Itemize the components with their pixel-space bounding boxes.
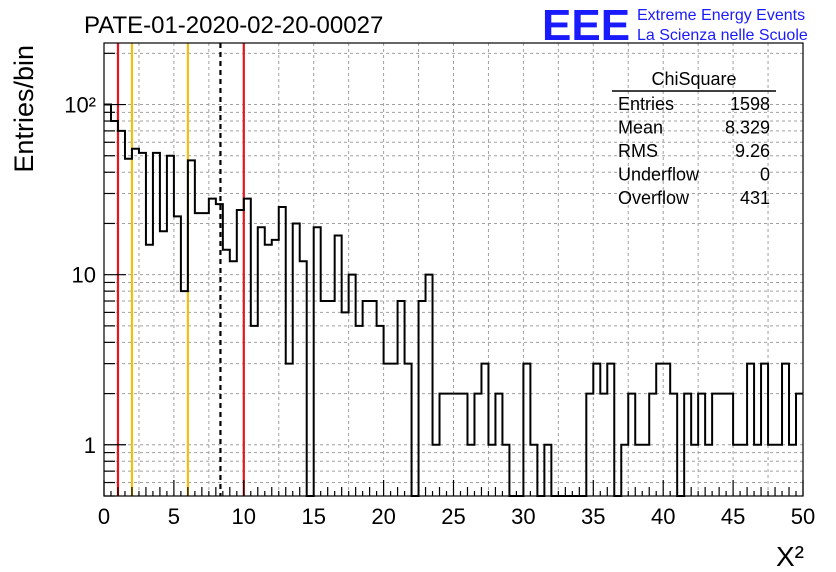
eee-logo-mark: EEE — [542, 1, 630, 50]
logo-line-1: Extreme Energy Events — [637, 7, 805, 24]
x-axis-label: X² — [776, 541, 804, 572]
y-tick-label: 10² — [64, 93, 96, 118]
x-tick-label: 35 — [581, 504, 605, 529]
x-tick-label: 0 — [98, 504, 110, 529]
x-tick-label: 10 — [232, 504, 256, 529]
chart-title: PATE-01-2020-02-20-00027 — [84, 12, 383, 39]
y-tick-label: 1 — [84, 433, 96, 458]
y-tick-label: 10 — [72, 263, 96, 288]
x-tick-label: 45 — [721, 504, 745, 529]
x-tick-label: 25 — [441, 504, 465, 529]
stats-row-label: Overflow — [618, 188, 690, 208]
axis-ticks: 0 5 10 15 20 25 30 35 40 45 50 1 10 10² — [64, 52, 815, 529]
stats-row-value: 1598 — [730, 94, 770, 114]
x-tick-label: 50 — [791, 504, 815, 529]
stats-row-value: 9.26 — [735, 141, 770, 161]
x-tick-label: 20 — [371, 504, 395, 529]
stats-title: ChiSquare — [651, 69, 736, 89]
stats-row-value: 8.329 — [725, 118, 770, 138]
logo-line-2: La Scienza nelle Scuole — [637, 27, 808, 44]
stats-row-label: Entries — [618, 94, 674, 114]
stats-row-value: 431 — [740, 188, 770, 208]
x-tick-label: 30 — [511, 504, 535, 529]
stats-box: ChiSquare Entries 1598 Mean 8.329 RMS 9.26 Und… — [612, 69, 776, 208]
stats-row-value: 0 — [760, 165, 770, 185]
x-tick-label: 40 — [651, 504, 675, 529]
x-tick-label: 5 — [168, 504, 180, 529]
stats-row-label: RMS — [618, 141, 658, 161]
x-tick-label: 15 — [301, 504, 325, 529]
eee-logo: EEE Extreme Energy Events La Scienza nel… — [542, 1, 808, 50]
stats-row-label: Underflow — [618, 165, 700, 185]
y-axis-label: Entries/bin — [9, 45, 39, 173]
stats-row-label: Mean — [618, 118, 663, 138]
